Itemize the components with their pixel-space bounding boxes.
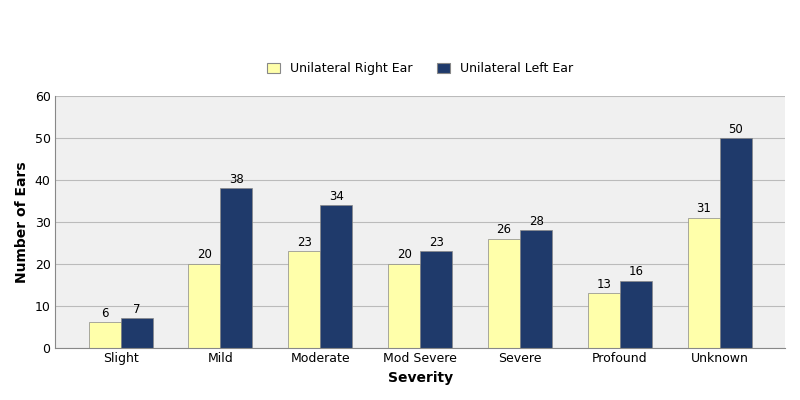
- Bar: [89, 322, 121, 348]
- Bar: [620, 280, 652, 348]
- Legend: Unilateral Right Ear, Unilateral Left Ear: Unilateral Right Ear, Unilateral Left Ea…: [262, 57, 578, 80]
- Text: 20: 20: [397, 248, 412, 261]
- Bar: [121, 318, 153, 348]
- Text: 28: 28: [529, 215, 543, 228]
- Bar: [488, 239, 520, 348]
- Y-axis label: Number of Ears: Number of Ears: [15, 161, 29, 283]
- Text: 23: 23: [429, 236, 444, 249]
- Bar: [288, 251, 320, 348]
- Bar: [688, 218, 720, 348]
- Text: 26: 26: [497, 223, 512, 236]
- Text: 31: 31: [697, 202, 711, 215]
- Bar: [588, 293, 620, 348]
- Text: 50: 50: [729, 122, 743, 136]
- Text: 23: 23: [297, 236, 312, 249]
- Bar: [520, 230, 552, 348]
- Text: 20: 20: [197, 248, 212, 261]
- Bar: [320, 205, 352, 348]
- Text: 13: 13: [597, 278, 611, 291]
- Bar: [420, 251, 452, 348]
- Bar: [221, 188, 252, 348]
- Bar: [189, 264, 221, 348]
- Bar: [720, 138, 752, 348]
- Text: 7: 7: [133, 303, 140, 316]
- Text: 34: 34: [329, 190, 344, 203]
- Bar: [388, 264, 420, 348]
- Text: 16: 16: [629, 265, 643, 278]
- X-axis label: Severity: Severity: [388, 371, 453, 385]
- Text: 6: 6: [101, 307, 108, 320]
- Text: 38: 38: [229, 173, 244, 186]
